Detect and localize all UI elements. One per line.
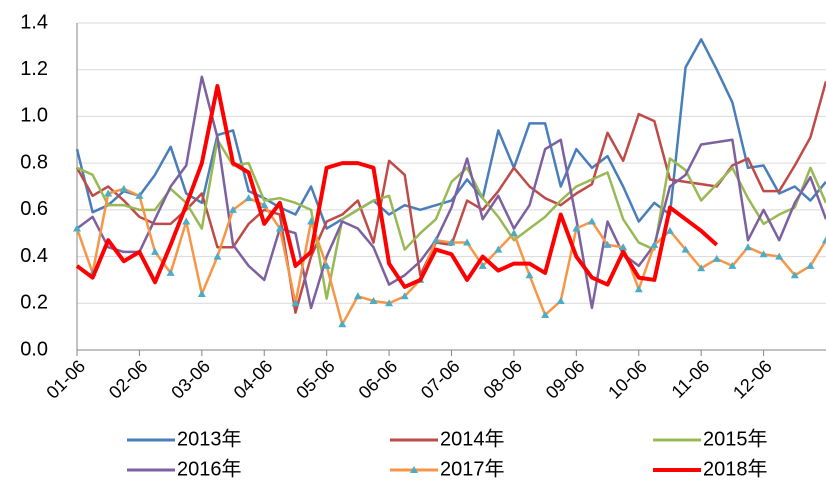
x-tick-label: 02-06 [105,356,152,403]
legend-label: 2018年 [703,457,768,480]
y-tick-label: 0.8 [20,151,48,173]
y-tick-label: 0.0 [20,338,48,360]
x-tick-label: 10-06 [604,356,651,403]
marker [385,299,394,307]
marker [634,285,643,293]
marker [790,271,799,279]
marker [197,289,206,297]
marker [525,271,534,279]
marker [213,252,222,260]
marker [822,236,826,244]
marker [447,238,456,246]
x-tick-label: 04-06 [230,356,277,403]
series-line [76,138,826,300]
marker [759,250,768,258]
marker [572,224,581,232]
legend-label: 2016年 [177,457,242,480]
y-tick-label: 0.4 [20,245,48,267]
marker [182,217,191,225]
marker [275,224,284,232]
legend-label: 2015年 [703,427,768,450]
legend-label: 2014年 [440,427,505,450]
y-tick-label: 0.2 [20,292,48,314]
y-tick-label: 1.4 [20,11,48,33]
series-line [75,84,719,289]
marker [697,264,706,272]
marker [681,245,690,253]
marker [229,205,238,213]
y-tick-label: 1.2 [20,58,48,80]
marker [291,299,300,307]
marker [775,252,784,260]
x-tick-label: 11-06 [668,356,714,402]
marker [587,217,596,225]
x-tick-label: 03-06 [167,356,214,403]
y-tick-label: 0.6 [20,198,48,220]
x-tick-label: 08-06 [479,356,526,403]
series-line [76,75,826,310]
marker [338,320,347,328]
marker [603,240,612,248]
marker [369,296,378,304]
marker [806,261,815,269]
marker [307,217,316,225]
x-tick-label: 12-06 [729,356,776,403]
x-tick-label: 09-06 [542,356,589,403]
marker [104,189,113,197]
marker [400,292,409,300]
series-line [75,38,826,230]
marker [478,261,487,269]
marker [353,292,362,300]
marker [619,243,628,251]
marker [509,229,518,237]
x-tick-label: 06-06 [355,356,402,403]
marker [135,191,144,199]
marker [650,240,659,248]
y-tick-label: 1.0 [20,105,48,127]
marker [166,268,175,276]
marker [260,201,269,209]
marker [556,296,565,304]
legend-label: 2013年 [177,427,242,450]
legend-label: 2017年 [440,457,505,480]
marker [322,261,331,269]
marker [665,226,674,234]
marker [541,310,550,318]
x-tick-label: 05-06 [292,356,339,403]
x-tick-label: 07-06 [417,356,464,403]
marker [431,236,440,244]
marker [244,194,253,202]
marker [119,184,128,192]
marker [463,238,472,246]
legend-marker [410,466,418,473]
marker [743,243,752,251]
x-tick-label: 01-06 [42,356,89,403]
marker [494,245,503,253]
marker [712,254,721,262]
marker [73,224,81,232]
marker [728,261,737,269]
marker [151,247,160,255]
